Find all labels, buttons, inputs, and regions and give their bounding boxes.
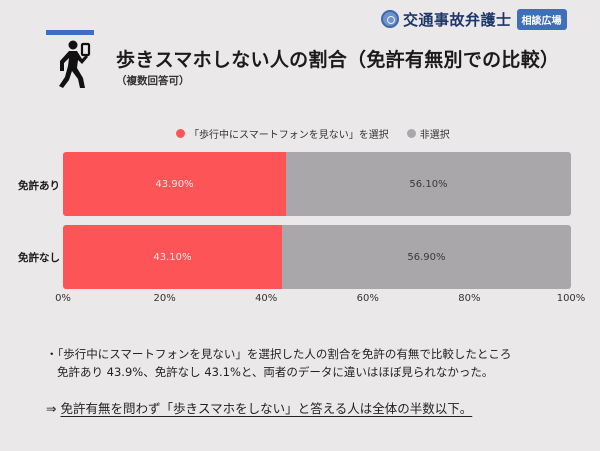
brand-header: 交通事故弁護士 相談広場 [381,8,567,30]
bar-selected: 43.10% [63,225,282,289]
x-tick: 40% [255,293,278,304]
legend-swatch-red-icon [176,129,185,138]
x-tick: 60% [356,293,379,304]
x-tick: 20% [153,293,176,304]
x-axis: 0% 20% 40% 60% 80% 100% [55,293,585,307]
walking-with-phone-icon [59,40,91,88]
summary-note: ・「歩行中にスマートフォンを見ない」を選択した人の割合を免許の有無で比較したとこ… [46,345,511,381]
note-line-1: ・「歩行中にスマートフォンを見ない」を選択した人の割合を免許の有無で比較したとこ… [46,347,512,361]
x-tick: 0% [55,293,71,304]
brand-name: 交通事故弁護士 [403,10,512,29]
stacked-bar-chart: 43.90% 56.10% 43.10% 56.90% [63,152,571,292]
x-tick: 100% [556,293,586,304]
legend-swatch-gray-icon [406,129,416,138]
conclusion: ⇒ 免許有無を問わず「歩きスマホをしない」と答える人は全体の半数以下。 [46,398,472,417]
arrow-icon: ⇒ [46,401,61,416]
accent-bar [46,30,94,35]
chart-legend: 「歩行中にスマートフォンを見ない」を選択 非選択 [176,126,468,141]
row-label: 免許あり [18,180,60,192]
x-tick: 80% [458,293,481,304]
row-label: 免許なし [18,252,60,264]
note-line-2: 免許あり 43.9%、免許なし 43.1%と、両者のデータに違いはほぼ見られなか… [57,365,494,379]
bar-unselected: 56.10% [286,152,571,216]
legend-item-selected: 「歩行中にスマートフォンを見ない」を選択 [176,126,389,141]
brand-badge: 相談広場 [516,8,567,30]
page-title: 歩きスマホしない人の割合（免許有無別での比較） [116,49,560,71]
legend-label: 「歩行中にスマートフォンを見ない」を選択 [189,130,389,141]
lawyer-emblem-icon [381,10,399,28]
bar-row: 43.90% 56.10% [63,152,571,216]
legend-item-unselected: 非選択 [406,126,450,141]
legend-label: 非選択 [419,130,450,141]
conclusion-text: 免許有無を問わず「歩きスマホをしない」と答える人は全体の半数以下。 [60,401,473,416]
page-subtitle: （複数回答可） [116,75,190,87]
bar-unselected: 56.90% [281,225,571,289]
bar-selected: 43.90% [63,152,286,216]
bar-row: 43.10% 56.90% [63,225,571,289]
